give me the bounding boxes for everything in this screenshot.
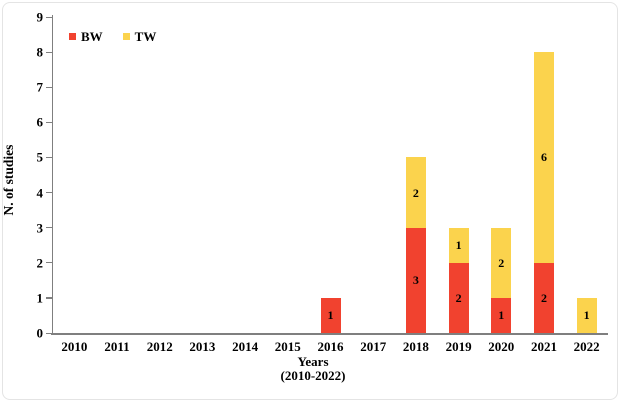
bar-value-label: 3 <box>412 273 419 288</box>
x-category-label: 2020 <box>488 339 515 354</box>
bar-value-label: 1 <box>455 238 462 253</box>
x-category-label: 2010 <box>61 339 88 354</box>
y-tick-label: 7 <box>36 79 44 95</box>
bar-segment-bw-2020: 1 <box>491 297 512 333</box>
bar-segment-bw-2021: 2 <box>533 262 554 333</box>
x-category-label: 2016 <box>317 339 344 354</box>
y-tick-mark <box>45 121 52 124</box>
bw-swatch-icon <box>69 33 76 40</box>
y-tick-label: 0 <box>36 325 44 341</box>
bar-value-label: 2 <box>455 290 462 305</box>
x-axis-title-line2: (2010-2022) <box>280 368 346 383</box>
y-tick-mark <box>45 262 52 264</box>
x-category-label: 2013 <box>189 339 216 354</box>
x-category-label: 2019 <box>445 339 472 354</box>
bar-value-label: 2 <box>540 290 547 305</box>
y-tick-mark <box>45 156 52 159</box>
y-axis <box>51 15 53 333</box>
bar-segment-bw-2018: 3 <box>405 227 426 333</box>
y-tick-label: 4 <box>36 185 44 201</box>
x-category-label: 2017 <box>360 339 387 354</box>
bar-value-label: 1 <box>327 308 334 323</box>
bar-value-label: 6 <box>540 150 547 165</box>
bar-segment-tw-2022: 1 <box>576 297 597 333</box>
bar-segment-tw-2021: 6 <box>533 52 554 263</box>
x-axis-title: Years (2010-2022) <box>213 355 413 383</box>
legend-label-tw: TW <box>134 29 157 44</box>
bar-segment-tw-2018: 2 <box>405 157 426 228</box>
y-tick-label: 6 <box>36 114 44 130</box>
y-tick-mark <box>45 192 52 194</box>
x-category-label: 2022 <box>573 339 600 354</box>
y-tick-label: 2 <box>36 255 44 271</box>
y-tick-mark <box>45 332 52 334</box>
x-category-label: 2015 <box>274 339 301 354</box>
bar-value-label: 2 <box>412 185 419 200</box>
bar-segment-tw-2020: 2 <box>491 227 512 298</box>
y-tick-label: 8 <box>36 44 44 60</box>
x-axis <box>51 333 608 335</box>
bar-segment-bw-2019: 2 <box>448 262 469 333</box>
x-category-label: 2021 <box>530 339 557 354</box>
bar-value-label: 1 <box>498 308 505 323</box>
x-category-label: 2011 <box>104 339 130 354</box>
y-axis-title: N. of studies <box>1 144 16 216</box>
y-tick-mark <box>45 86 52 88</box>
y-tick-mark <box>45 51 52 53</box>
legend: BW TW <box>69 30 156 43</box>
x-category-label: 2018 <box>402 339 429 354</box>
legend-item-bw: BW <box>69 30 103 43</box>
bar-segment-tw-2019: 1 <box>448 227 469 263</box>
y-tick-mark <box>45 16 52 18</box>
legend-item-tw: TW <box>122 29 157 44</box>
tw-swatch-icon <box>122 33 130 40</box>
y-tick-label: 1 <box>36 290 44 306</box>
y-tick-mark <box>45 227 52 229</box>
y-tick-label: 9 <box>36 9 44 25</box>
bar-segment-bw-2016: 1 <box>320 297 341 333</box>
x-category-label: 2012 <box>146 339 173 354</box>
x-axis-title-line1: Years <box>297 354 329 369</box>
bar-value-label: 1 <box>583 308 590 323</box>
y-tick-label: 3 <box>36 220 44 236</box>
y-tick-label: 5 <box>36 149 44 165</box>
y-tick-mark <box>45 297 52 299</box>
bar-value-label: 2 <box>498 255 505 270</box>
legend-label-bw: BW <box>81 29 103 44</box>
x-category-label: 2014 <box>232 339 259 354</box>
